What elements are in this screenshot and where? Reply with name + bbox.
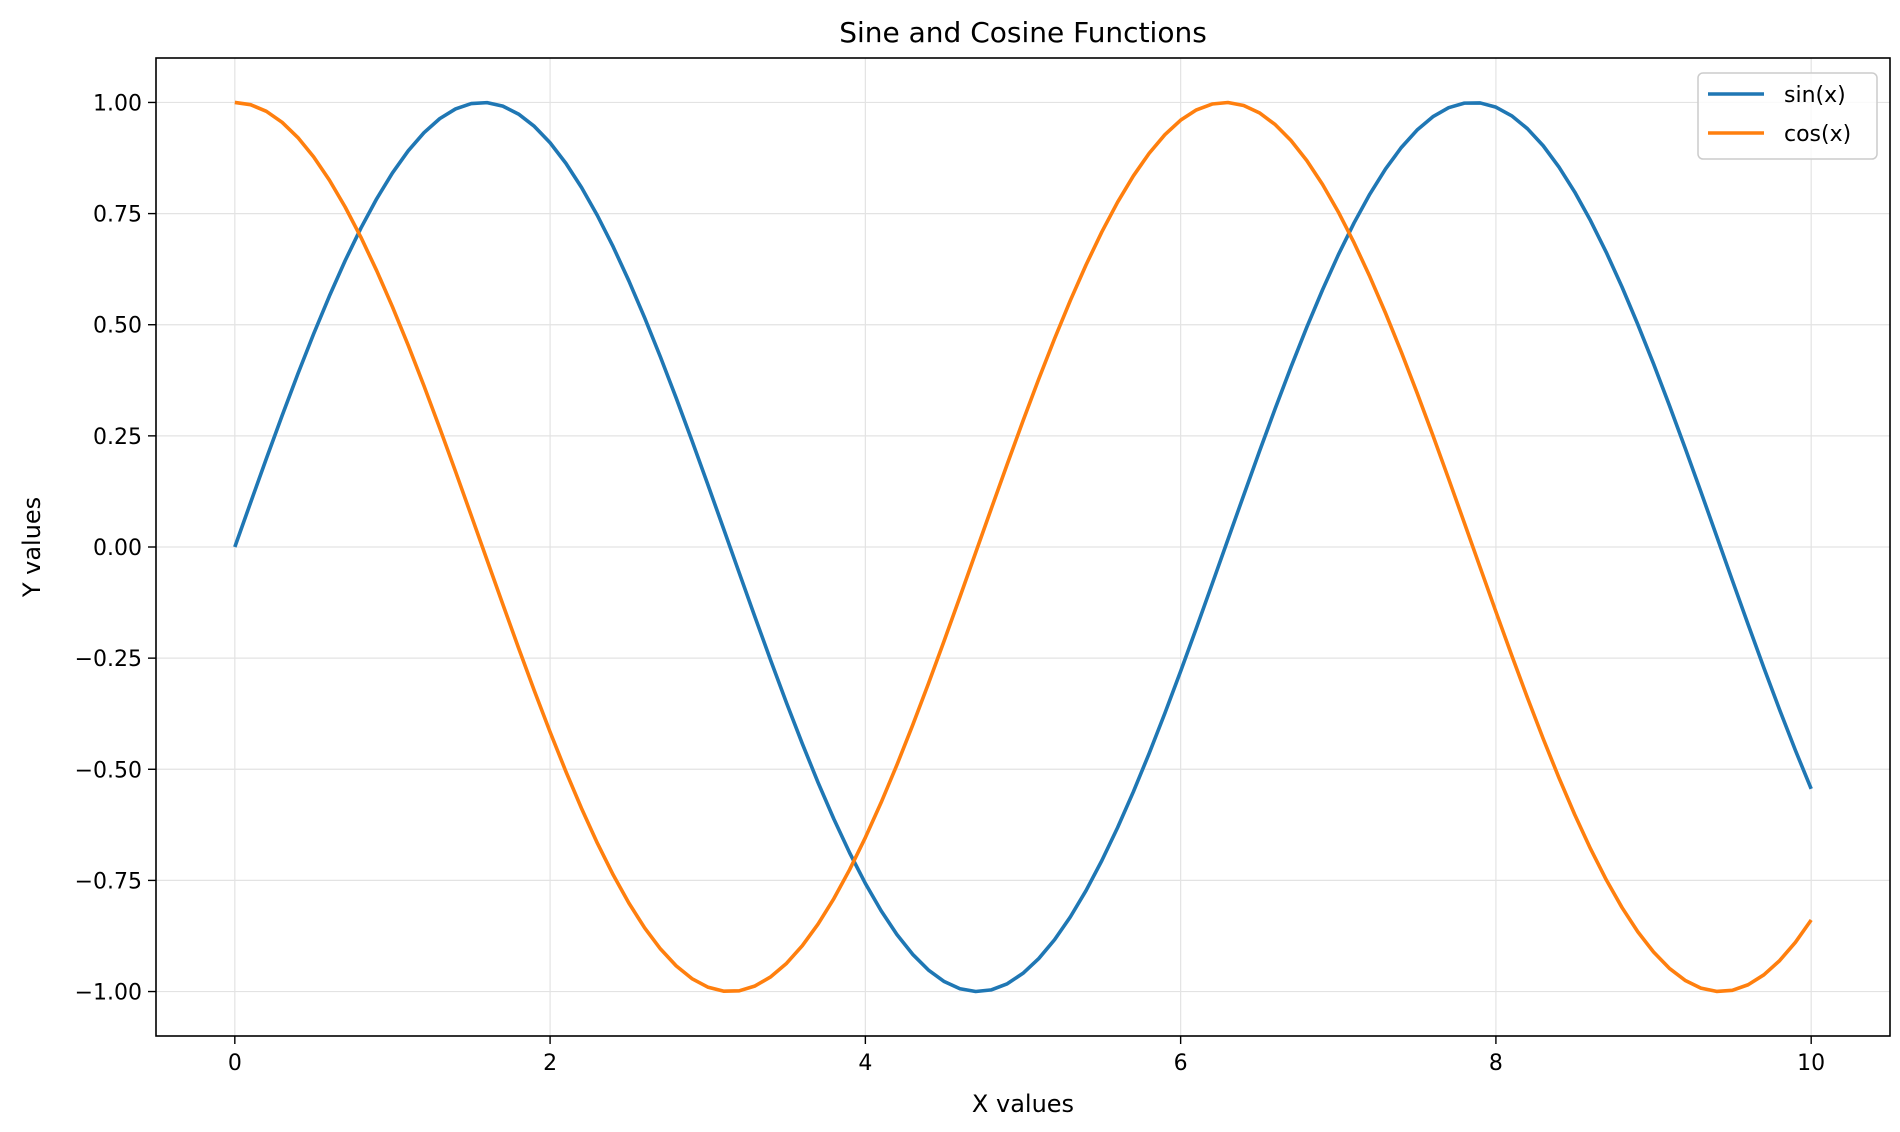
legend-label-cos: cos(x) xyxy=(1784,122,1851,147)
legend-label-sin: sin(x) xyxy=(1784,83,1846,108)
x-tick-label: 8 xyxy=(1489,1051,1503,1076)
chart-title: Sine and Cosine Functions xyxy=(839,16,1207,49)
series-lines xyxy=(233,100,1813,994)
y-tick-label: −0.50 xyxy=(75,758,142,783)
y-tick-label: −0.75 xyxy=(75,869,142,894)
y-tick-label: −1.00 xyxy=(75,981,142,1006)
x-axis-label: X values xyxy=(972,1090,1074,1118)
y-tick-label: 0.25 xyxy=(93,425,142,450)
y-tick-label: 1.00 xyxy=(93,91,142,116)
x-tick-label: 0 xyxy=(228,1051,242,1076)
x-tick-label: 4 xyxy=(858,1051,872,1076)
grid xyxy=(156,58,1890,1036)
y-tick-label: −0.25 xyxy=(75,647,142,672)
legend: sin(x) cos(x) xyxy=(1697,72,1878,160)
x-tick-label: 10 xyxy=(1797,1051,1825,1076)
y-axis-ticks: 1.00 0.75 0.50 0.25 0.00 −0.25 −0.50 −0.75 −1.00 xyxy=(75,91,156,1006)
series-line-cos xyxy=(234,100,1813,994)
y-tick-label: 0.50 xyxy=(93,314,142,339)
y-tick-label: 0.00 xyxy=(93,536,142,561)
series-line-sin xyxy=(233,100,1813,994)
y-axis-label: Y values xyxy=(18,497,46,598)
y-tick-label: 0.75 xyxy=(93,203,142,228)
x-axis-ticks: 0 2 4 6 8 10 xyxy=(228,1036,1825,1076)
x-tick-label: 6 xyxy=(1174,1051,1188,1076)
x-tick-label: 2 xyxy=(543,1051,557,1076)
